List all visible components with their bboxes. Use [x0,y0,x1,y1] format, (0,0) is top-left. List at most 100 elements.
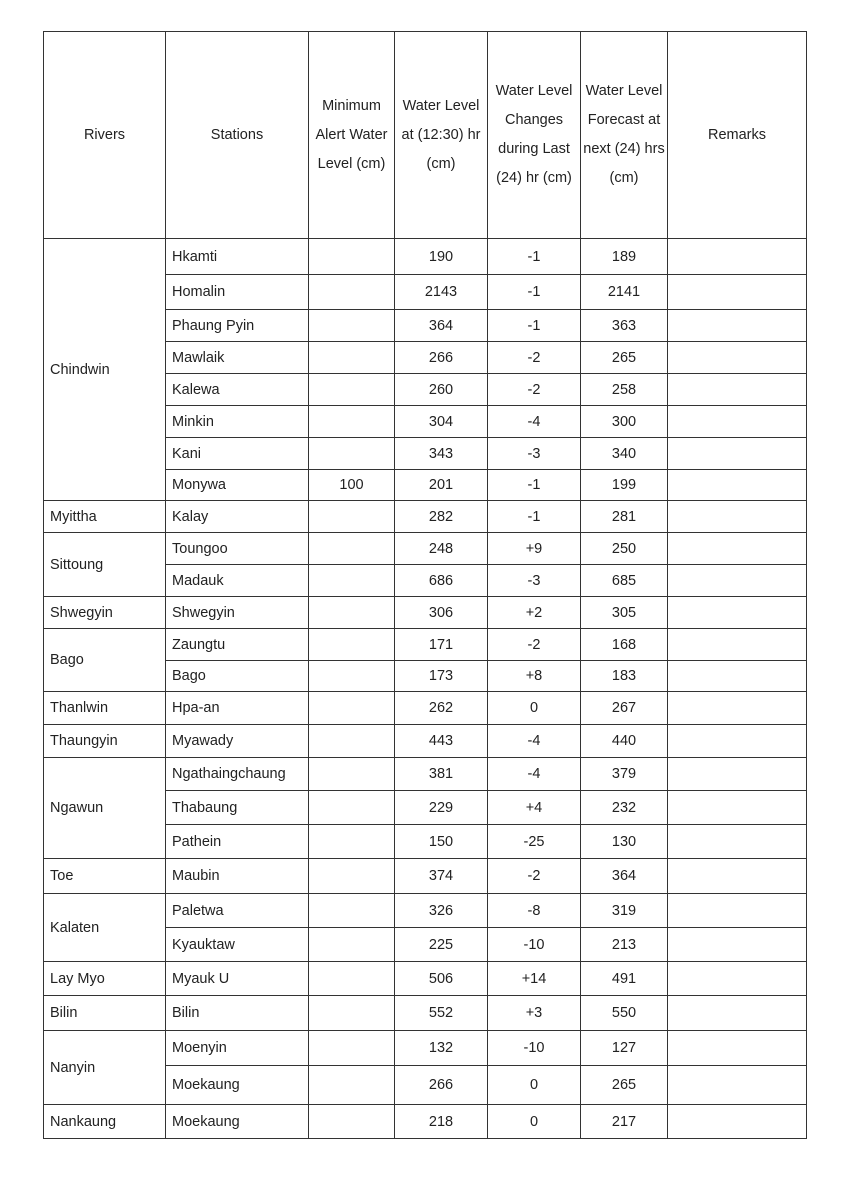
table-row: Toe Maubin 374 -2 364 [43,858,807,894]
change-cell: -2 [487,341,581,374]
remarks-cell [667,961,807,996]
table-row: Phaung Pyin 364 -1 363 [44,309,807,342]
station-cell: Myauk U [165,961,309,996]
forecast-cell: 364 [580,858,668,894]
min-alert-cell [308,596,395,629]
change-cell: -4 [487,757,581,791]
min-alert-cell [308,927,395,962]
min-alert-cell [308,437,395,470]
river-cell: Nanyin [43,1030,166,1105]
table-row: Madauk 686 -3 685 [44,564,807,597]
change-cell: +2 [487,596,581,629]
min-alert-cell [308,1104,395,1139]
station-cell: Pathein [165,824,309,859]
water-level-cell: 150 [394,824,488,859]
station-cell: Minkin [165,405,309,438]
station-cell: Phaung Pyin [165,309,309,342]
remarks-cell [667,893,807,928]
station-cell: Zaungtu [165,628,309,661]
station-cell: Hpa-an [165,691,309,725]
remarks-cell [667,469,807,501]
station-cell: Kalewa [165,373,309,406]
forecast-cell: 258 [580,373,668,406]
table-body: Chindwin Hkamti 190 -1 189 Homalin 2143 -1 2141 P… [43,238,807,1139]
change-cell: +8 [487,660,581,692]
change-cell: -4 [487,724,581,758]
change-cell: -10 [487,1030,581,1066]
station-cell: Maubin [165,858,309,894]
min-alert-cell [308,341,395,374]
station-cell: Mawlaik [165,341,309,374]
water-level-cell: 260 [394,373,488,406]
station-cell: Bilin [165,995,309,1031]
water-level-cell: 218 [394,1104,488,1139]
min-alert-cell [308,564,395,597]
station-cell: Moenyin [165,1030,309,1066]
table-row: Mawlaik 266 -2 265 [44,341,807,374]
change-cell: -3 [487,564,581,597]
water-level-cell: 171 [394,628,488,661]
river-cell: Thaungyin [43,724,166,758]
table-row: Minkin 304 -4 300 [44,405,807,438]
remarks-cell [667,341,807,374]
table-row: Bago Zaungtu 171 -2 168 [43,628,807,692]
header-remarks: Remarks [667,31,807,239]
forecast-cell: 305 [580,596,668,629]
remarks-cell [667,628,807,661]
forecast-cell: 189 [580,238,668,275]
remarks-cell [667,532,807,565]
change-cell: -1 [487,274,581,310]
remarks-cell [667,596,807,629]
station-cell: Madauk [165,564,309,597]
river-cell: Bilin [43,995,166,1031]
change-cell: +9 [487,532,581,565]
change-cell: -1 [487,500,581,533]
change-cell: +4 [487,790,581,825]
river-cell: Toe [43,858,166,894]
change-cell: -1 [487,238,581,275]
change-cell: +14 [487,961,581,996]
header-min-alert: Minimum Alert Water Level (cm) [308,31,395,239]
table-row: Kani 343 -3 340 [44,437,807,470]
min-alert-cell [308,858,395,894]
water-level-cell: 443 [394,724,488,758]
table-row: Nankaung Moekaung 218 0 217 [43,1104,807,1139]
forecast-cell: 319 [580,893,668,928]
table-row: Kalaten Paletwa 326 -8 319 [43,893,807,962]
remarks-cell [667,824,807,859]
change-cell: -3 [487,437,581,470]
remarks-cell [667,1104,807,1139]
water-level-cell: 225 [394,927,488,962]
remarks-cell [667,309,807,342]
remarks-cell [667,927,807,962]
table-row: Nanyin Moenyin 132 -10 127 [43,1030,807,1105]
water-level-cell: 326 [394,893,488,928]
header-row: Rivers Stations Minimum Alert Water Leve… [43,31,807,239]
water-level-cell: 266 [394,1065,488,1105]
remarks-cell [667,691,807,725]
water-level-cell: 190 [394,238,488,275]
header-change: Water Level Changes during Last (24) hr … [487,31,581,239]
station-cell: Moekaung [165,1104,309,1139]
header-stations: Stations [165,31,309,239]
table-row: Kalewa 260 -2 258 [44,373,807,406]
forecast-cell: 217 [580,1104,668,1139]
table-row: Thanlwin Hpa-an 262 0 267 [43,691,807,725]
min-alert-cell [308,724,395,758]
station-cell: Thabaung [165,790,309,825]
min-alert-cell [308,790,395,825]
change-cell: -1 [487,469,581,501]
forecast-cell: 127 [580,1030,668,1066]
table-row: Bago 173 +8 183 [44,660,807,692]
water-level-cell: 552 [394,995,488,1031]
forecast-cell: 168 [580,628,668,661]
table-row: Ngawun Ngathaingchaung 381 -4 379 [43,757,807,859]
remarks-cell [667,564,807,597]
min-alert-cell [308,824,395,859]
min-alert-cell [308,309,395,342]
change-cell: -25 [487,824,581,859]
forecast-cell: 265 [580,341,668,374]
water-level-cell: 262 [394,691,488,725]
forecast-cell: 685 [580,564,668,597]
header-rivers: Rivers [43,31,166,239]
